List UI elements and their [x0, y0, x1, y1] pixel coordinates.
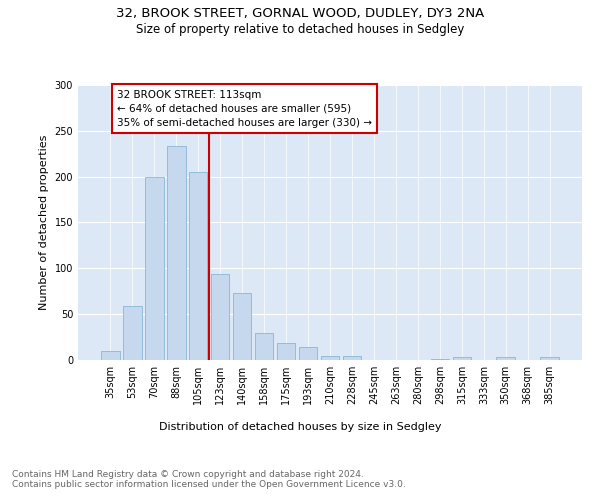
Bar — [452, 357, 471, 360]
Text: 32, BROOK STREET, GORNAL WOOD, DUDLEY, DY3 2NA: 32, BROOK STREET, GORNAL WOOD, DUDLEY, D… — [116, 8, 484, 20]
Bar — [541, 357, 559, 360]
Y-axis label: Number of detached properties: Number of detached properties — [39, 135, 49, 310]
Text: Distribution of detached houses by size in Sedgley: Distribution of detached houses by size … — [159, 422, 441, 432]
Bar — [211, 274, 229, 360]
Bar — [189, 172, 208, 360]
Bar — [277, 342, 295, 360]
Bar — [299, 347, 317, 360]
Text: Size of property relative to detached houses in Sedgley: Size of property relative to detached ho… — [136, 22, 464, 36]
Text: 32 BROOK STREET: 113sqm
← 64% of detached houses are smaller (595)
35% of semi-d: 32 BROOK STREET: 113sqm ← 64% of detache… — [117, 90, 372, 128]
Bar — [123, 306, 142, 360]
Bar — [145, 176, 164, 360]
Bar — [255, 334, 274, 360]
Bar — [233, 293, 251, 360]
Bar — [343, 356, 361, 360]
Bar — [167, 146, 185, 360]
Text: Contains HM Land Registry data © Crown copyright and database right 2024.
Contai: Contains HM Land Registry data © Crown c… — [12, 470, 406, 490]
Bar — [431, 359, 449, 360]
Bar — [320, 356, 340, 360]
Bar — [101, 351, 119, 360]
Bar — [496, 357, 515, 360]
